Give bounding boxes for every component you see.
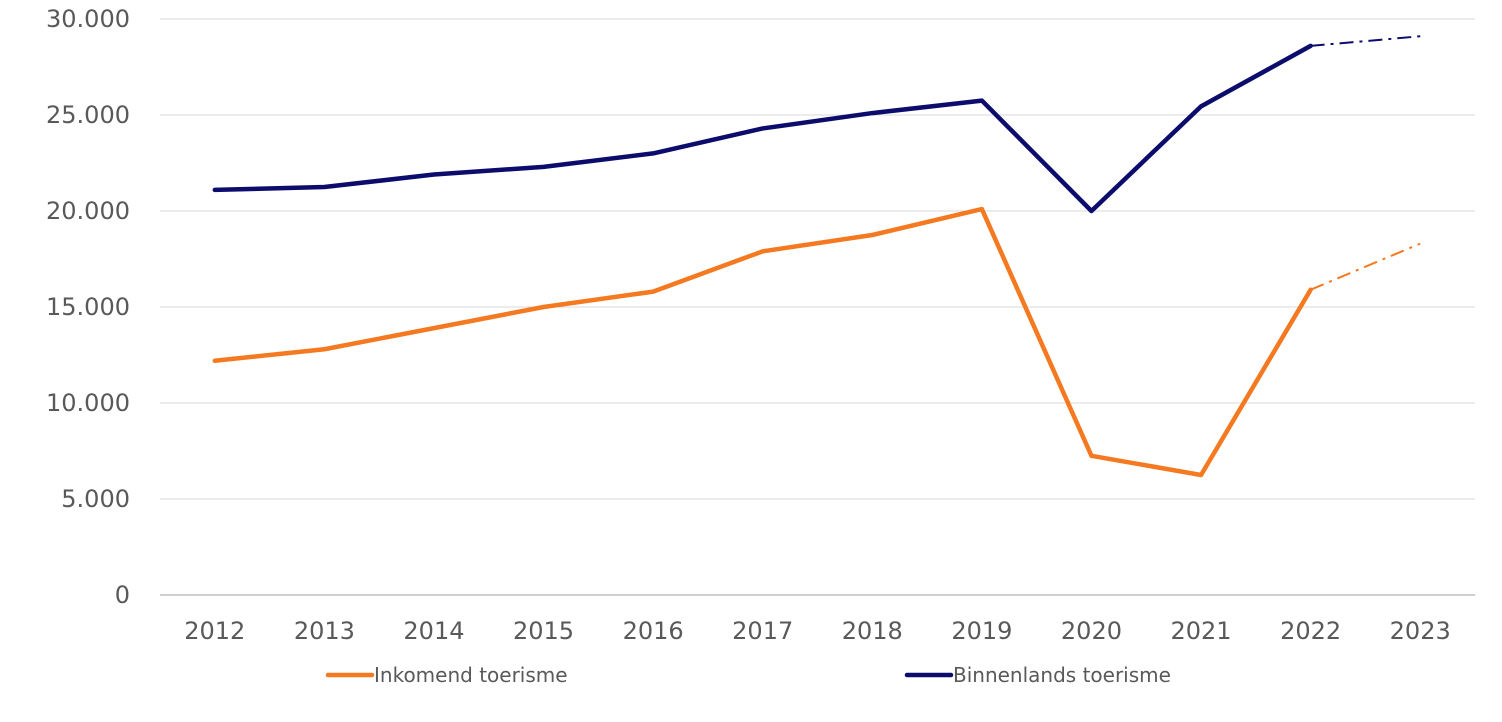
x-tick-label: 2017	[732, 617, 793, 645]
x-tick-label: 2015	[513, 617, 574, 645]
data-point-inkomend-toerisme	[980, 207, 984, 211]
data-point-inkomend-toerisme	[213, 359, 217, 363]
x-axis-ticks: 2012 2013 2014 2015 2016 2017 2018 2019 2020 2021…	[184, 617, 1450, 645]
series-line-inkomend-toerisme	[212, 206, 1313, 478]
data-point-binnenlands-toerisme	[432, 173, 436, 177]
data-point-binnenlands-toerisme	[1309, 44, 1313, 48]
y-tick-label: 30.000	[46, 5, 130, 33]
x-tick-label: 2019	[951, 617, 1012, 645]
data-point-inkomend-toerisme	[870, 233, 874, 237]
x-tick-label: 2018	[842, 617, 903, 645]
data-point-inkomend-toerisme	[761, 249, 765, 253]
projection-line-inkomend-toerisme	[1310, 242, 1421, 291]
data-point-binnenlands-toerisme	[1418, 34, 1422, 38]
y-tick-label: 25.000	[46, 101, 130, 129]
data-point-binnenlands-toerisme	[1199, 104, 1203, 108]
data-point-inkomend-toerisme	[1199, 473, 1203, 477]
x-tick-label: 2014	[403, 617, 464, 645]
data-point-inkomend-toerisme	[1309, 288, 1313, 292]
gridlines	[160, 18, 1475, 596]
data-point-binnenlands-toerisme	[651, 151, 655, 155]
data-point-binnenlands-toerisme	[542, 165, 546, 169]
projection-line-binnenlands-toerisme	[1310, 35, 1421, 47]
series-line-binnenlands-toerisme	[212, 43, 1313, 214]
y-tick-label: 20.000	[46, 197, 130, 225]
data-point-binnenlands-toerisme	[761, 126, 765, 130]
legend-label-binnenlands-toerisme: Binnenlands toerisme	[953, 663, 1171, 687]
data-point-binnenlands-toerisme	[1089, 209, 1093, 213]
y-tick-label: 0	[115, 581, 130, 609]
y-tick-label: 15.000	[46, 293, 130, 321]
y-tick-label: 5.000	[61, 485, 130, 513]
data-point-binnenlands-toerisme	[980, 99, 984, 103]
y-axis-ticks: 0 5.000 10.000 15.000 20.000 25.000 30.000	[46, 5, 130, 609]
y-tick-label: 10.000	[46, 389, 130, 417]
legend-label-inkomend-toerisme: Inkomend toerisme	[374, 663, 568, 687]
data-point-binnenlands-toerisme	[870, 111, 874, 115]
data-point-binnenlands-toerisme	[213, 188, 217, 192]
data-point-inkomend-toerisme	[322, 347, 326, 351]
x-tick-label: 2022	[1280, 617, 1341, 645]
x-tick-label: 2012	[184, 617, 245, 645]
data-point-inkomend-toerisme	[432, 326, 436, 330]
x-tick-label: 2020	[1061, 617, 1122, 645]
x-tick-label: 2023	[1390, 617, 1451, 645]
x-tick-label: 2016	[623, 617, 684, 645]
series-lines	[212, 34, 1422, 478]
x-tick-label: 2021	[1171, 617, 1232, 645]
data-point-binnenlands-toerisme	[322, 185, 326, 189]
data-point-inkomend-toerisme	[651, 290, 655, 294]
legend: Inkomend toerisme Binnenlands toerisme	[325, 663, 1171, 687]
x-tick-label: 2013	[294, 617, 355, 645]
data-point-inkomend-toerisme	[1418, 242, 1422, 246]
data-point-inkomend-toerisme	[1089, 454, 1093, 458]
data-point-inkomend-toerisme	[542, 305, 546, 309]
